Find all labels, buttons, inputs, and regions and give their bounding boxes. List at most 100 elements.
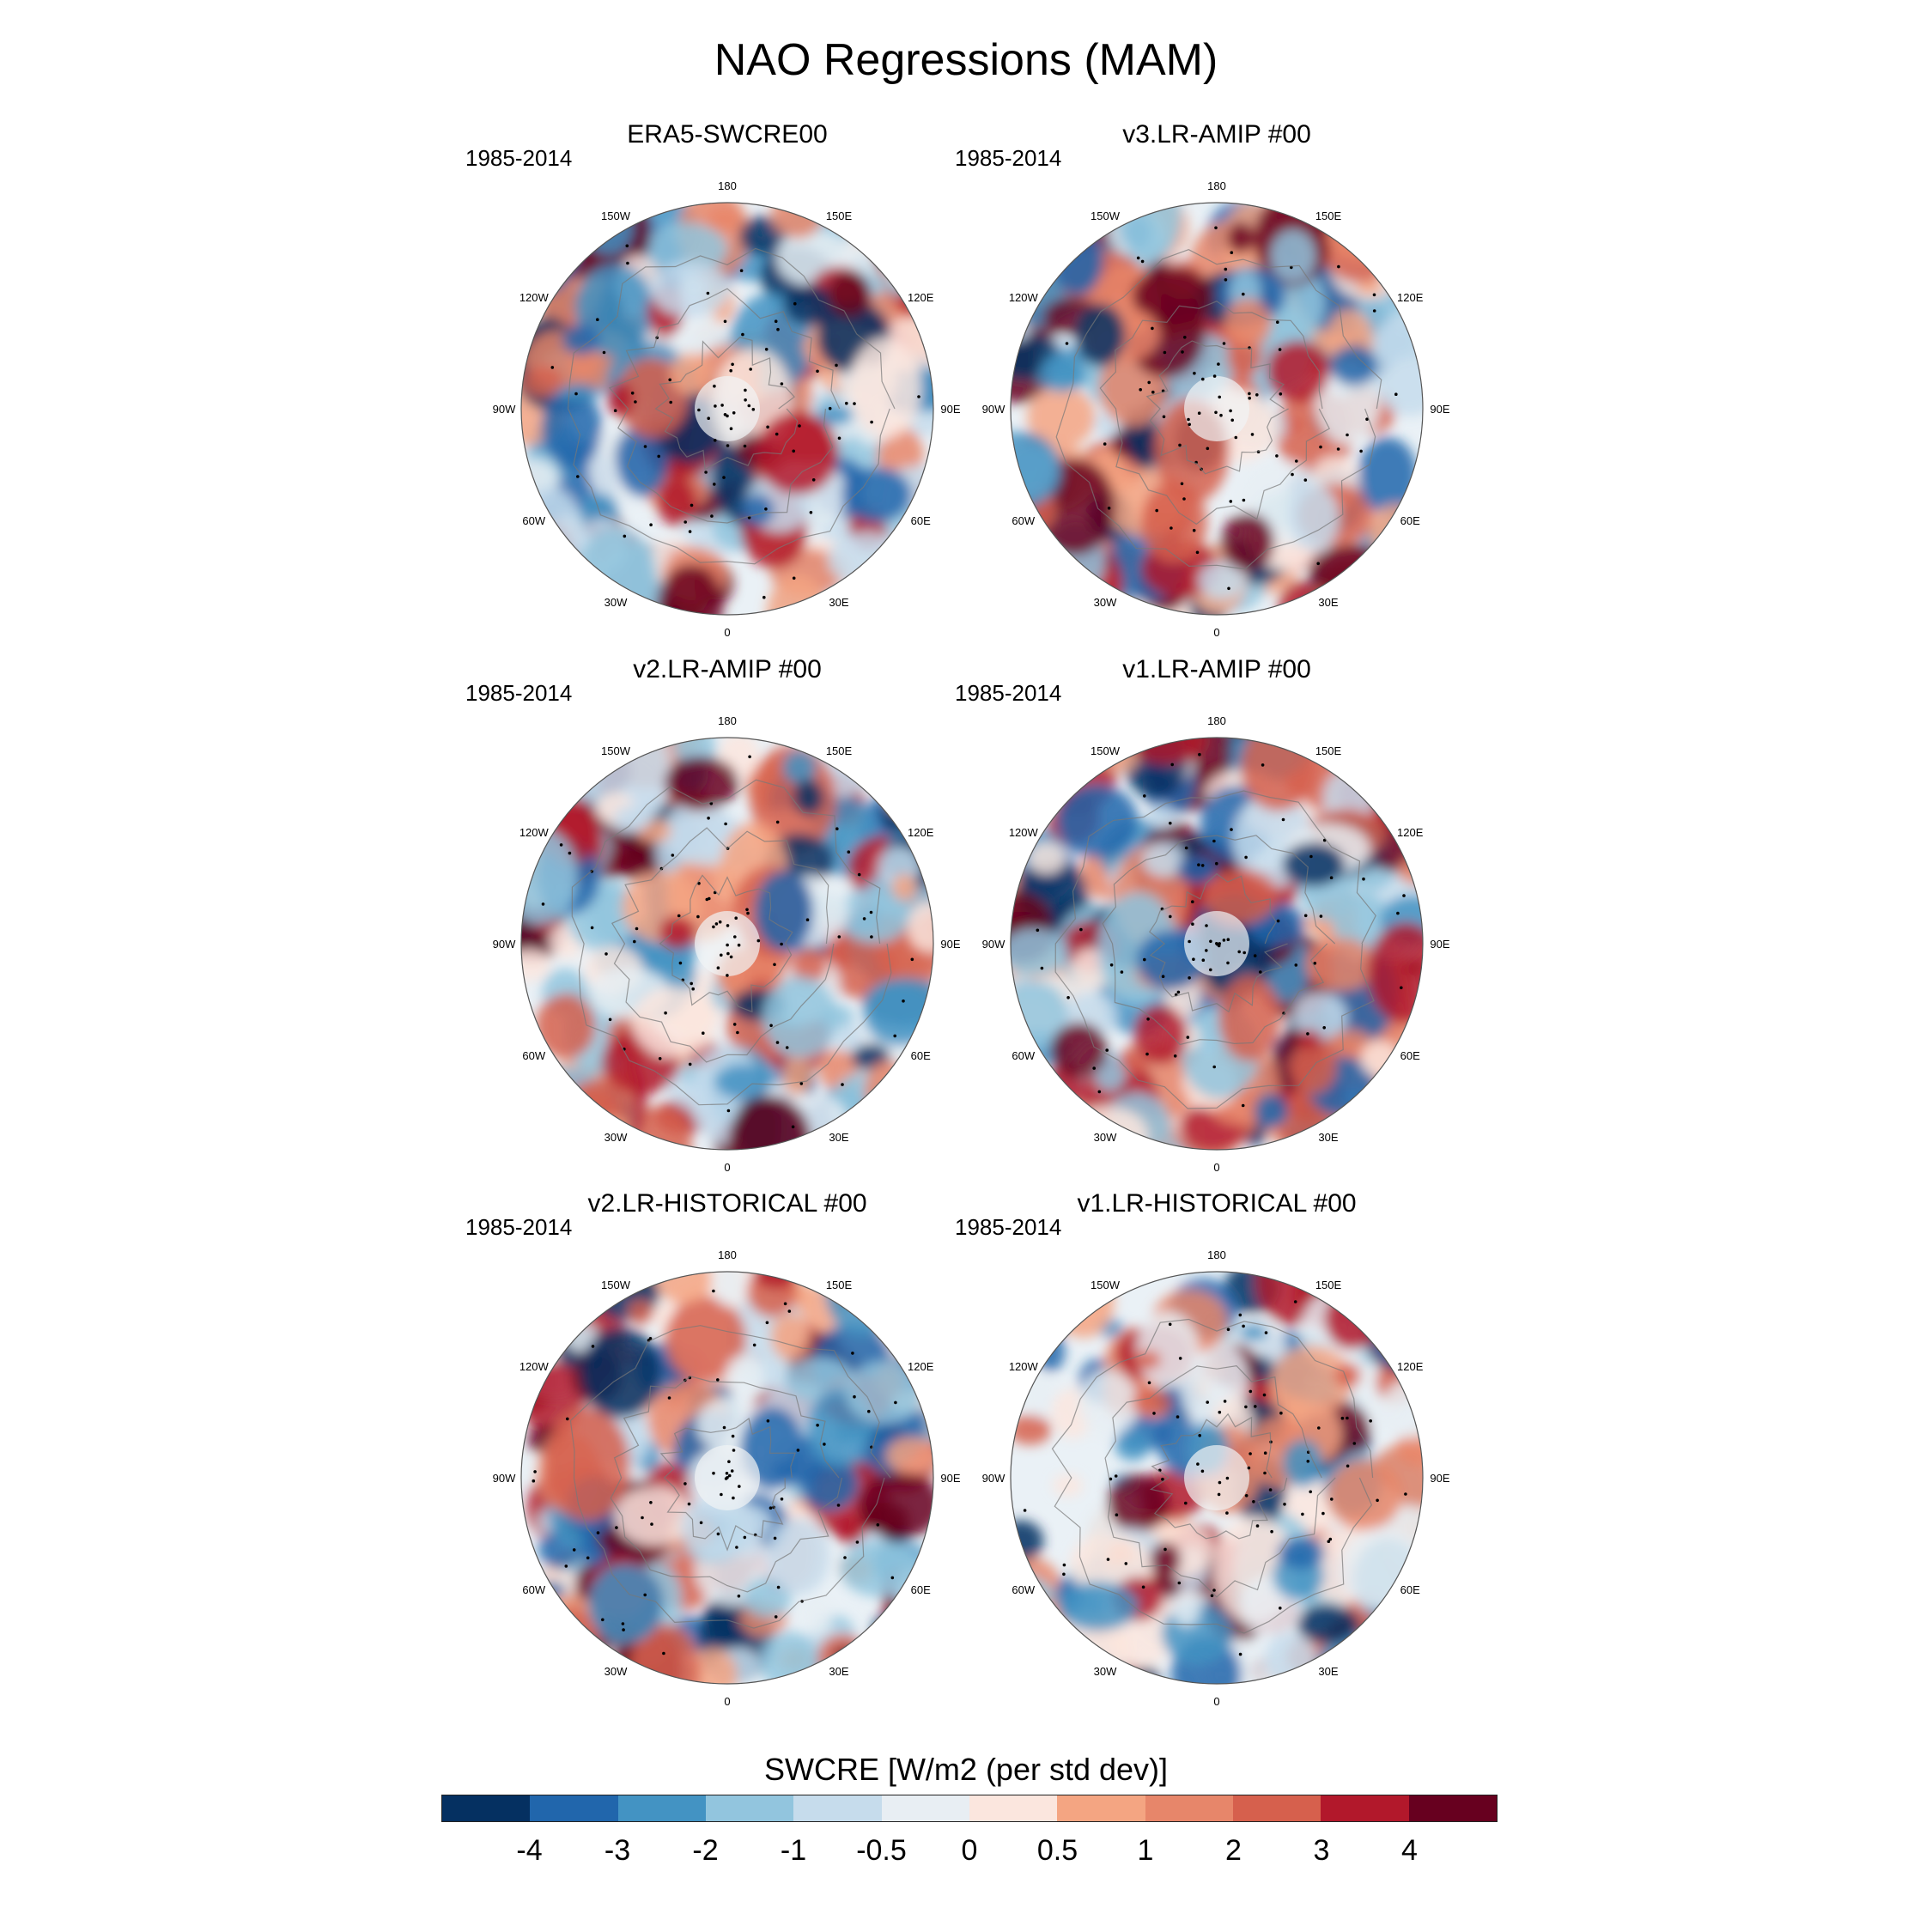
longitude-label: 120E xyxy=(1397,826,1424,839)
colorbar-box xyxy=(1232,1795,1321,1821)
figure-title: NAO Regressions (MAM) xyxy=(714,35,1218,85)
polar-map: 0 30E 60E 90E 120E 150E 180 150W 120W 90W 60W 30W xyxy=(493,714,961,1174)
colorbar-box xyxy=(1057,1795,1145,1821)
longitude-label: 120W xyxy=(1009,826,1039,839)
longitude-label: 90E xyxy=(1430,1472,1449,1485)
longitude-label: 180 xyxy=(718,1249,737,1261)
polar-map: 0 30E 60E 90E 120E 150E 180 150W 120W 90W 60W 30W xyxy=(493,179,961,639)
colorbar-tick-label: 1 xyxy=(1137,1834,1154,1867)
longitude-label: 120W xyxy=(519,291,550,304)
map-border xyxy=(1010,737,1424,1151)
longitude-label: 150E xyxy=(1315,210,1342,222)
longitude-label: 120E xyxy=(908,291,934,304)
longitude-label: 90W xyxy=(982,403,1005,416)
longitude-label: 60W xyxy=(1012,1583,1035,1596)
panel-period: 1985-2014 xyxy=(465,145,573,171)
longitude-label: 180 xyxy=(1207,714,1226,727)
longitude-label: 30E xyxy=(829,596,848,609)
colorbar-tick-label: -1 xyxy=(780,1834,807,1867)
map-panel-era5: ERA5-SWCRE00 1985-2014 0 30E 60E 90E 120E 150E 1… xyxy=(465,120,968,649)
map-panel-v2amip: v2.LR-AMIP #00 1985-2014 0 30E 60E 90E 120E 150… xyxy=(465,655,968,1184)
colorbar-tick-label: 4 xyxy=(1401,1834,1418,1867)
polar-map: 0 30E 60E 90E 120E 150E 180 150W 120W 90W 60W 30W xyxy=(493,1249,961,1708)
longitude-label: 90E xyxy=(940,1472,960,1485)
longitude-label: 150W xyxy=(601,744,631,757)
longitude-label: 0 xyxy=(1213,1695,1219,1708)
longitude-label: 150W xyxy=(601,210,631,222)
swcre-field xyxy=(521,738,933,1150)
panel-title: v1.LR-AMIP #00 xyxy=(1122,655,1311,683)
longitude-label: 0 xyxy=(724,1161,730,1174)
colorbar-tick-label: -0.5 xyxy=(856,1834,907,1867)
map-border xyxy=(520,1271,934,1685)
longitude-label: 120E xyxy=(908,1360,934,1373)
longitude-label: 30E xyxy=(829,1665,848,1678)
longitude-label: 0 xyxy=(1213,626,1219,639)
longitude-label: 60W xyxy=(522,1049,545,1062)
panel-period: 1985-2014 xyxy=(465,1214,573,1240)
longitude-label: 150E xyxy=(826,744,853,757)
map-panel-v2hist: v2.LR-HISTORICAL #00 1985-2014 0 30E 60E 90E 1… xyxy=(465,1189,968,1718)
longitude-label: 150E xyxy=(1315,744,1342,757)
longitude-label: 120E xyxy=(1397,1360,1424,1373)
longitude-label: 30W xyxy=(1094,1131,1117,1144)
polar-map: 0 30E 60E 90E 120E 150E 180 150W 120W 90W 60W 30W xyxy=(982,714,1450,1174)
colorbar-box xyxy=(530,1795,618,1821)
longitude-label: 60E xyxy=(911,1049,931,1062)
colorbar-box xyxy=(881,1795,969,1821)
panel-period: 1985-2014 xyxy=(955,145,1062,171)
longitude-label: 30W xyxy=(1094,596,1117,609)
longitude-label: 90W xyxy=(982,1472,1005,1485)
colorbar-box xyxy=(617,1795,706,1821)
longitude-label: 180 xyxy=(1207,1249,1226,1261)
colorbar-box xyxy=(705,1795,794,1821)
longitude-label: 60W xyxy=(522,514,545,527)
longitude-label: 60E xyxy=(911,514,931,527)
colorbar-box xyxy=(969,1795,1058,1821)
longitude-label: 30W xyxy=(605,596,628,609)
longitude-label: 30W xyxy=(605,1131,628,1144)
swcre-field xyxy=(521,1272,933,1684)
colorbar-tick-label: 0 xyxy=(961,1834,978,1867)
longitude-label: 30W xyxy=(1094,1665,1117,1678)
longitude-label: 120W xyxy=(519,826,550,839)
panel-title: v2.LR-AMIP #00 xyxy=(633,655,822,683)
longitude-label: 60W xyxy=(522,1583,545,1596)
longitude-label: 90W xyxy=(493,403,516,416)
longitude-label: 90W xyxy=(493,1472,516,1485)
longitude-label: 60E xyxy=(1400,514,1420,527)
colorbar-box xyxy=(1321,1795,1409,1821)
longitude-label: 90E xyxy=(1430,938,1449,951)
longitude-label: 90E xyxy=(940,403,960,416)
colorbar-tick-label: 0.5 xyxy=(1036,1834,1078,1867)
longitude-label: 30E xyxy=(829,1131,848,1144)
colorbar-tick-label: 3 xyxy=(1313,1834,1330,1867)
longitude-label: 120W xyxy=(1009,1360,1039,1373)
longitude-label: 60E xyxy=(911,1583,931,1596)
map-border xyxy=(1010,1271,1424,1685)
colorbar-tick-label: -2 xyxy=(692,1834,719,1867)
longitude-label: 180 xyxy=(1207,179,1226,192)
colorbar-box xyxy=(1145,1795,1233,1821)
longitude-label: 150E xyxy=(826,1279,853,1291)
longitude-label: 120E xyxy=(908,826,934,839)
longitude-label: 150W xyxy=(601,1279,631,1291)
colorbar-title: SWCRE [W/m2 (per std dev)] xyxy=(763,1752,1169,1787)
map-panel-v1amip: v1.LR-AMIP #00 1985-2014 0 30E 60E 90E 120E 150… xyxy=(955,655,1457,1184)
longitude-label: 60E xyxy=(1400,1049,1420,1062)
panel-period: 1985-2014 xyxy=(955,1214,1062,1240)
swcre-field xyxy=(1011,203,1423,615)
longitude-label: 120W xyxy=(519,1360,550,1373)
map-border xyxy=(520,202,934,616)
polar-map: 0 30E 60E 90E 120E 150E 180 150W 120W 90W 60W 30W xyxy=(982,1249,1450,1708)
longitude-label: 180 xyxy=(718,179,737,192)
panel-period: 1985-2014 xyxy=(465,680,573,706)
panel-period: 1985-2014 xyxy=(955,680,1062,706)
longitude-label: 30E xyxy=(1318,1131,1338,1144)
colorbar-box xyxy=(793,1795,882,1821)
colorbar-tick-label: -3 xyxy=(604,1834,631,1867)
map-panel-v3amip: v3.LR-AMIP #00 1985-2014 0 30E 60E 90E 120E 150… xyxy=(955,120,1457,649)
longitude-label: 90W xyxy=(982,938,1005,951)
longitude-label: 30E xyxy=(1318,596,1338,609)
colorbar-box xyxy=(1408,1795,1497,1821)
